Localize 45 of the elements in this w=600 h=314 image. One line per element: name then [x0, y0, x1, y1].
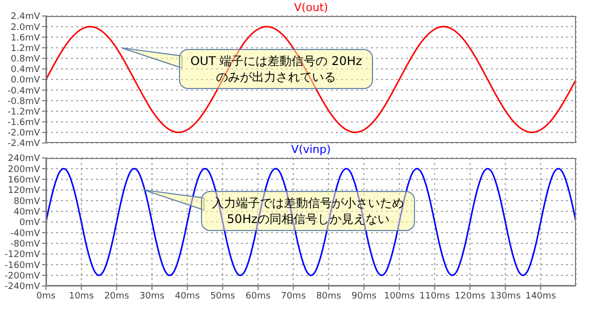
x-tick-label: 90ms	[352, 291, 377, 302]
y-tick-label: 1.6mV	[10, 33, 41, 44]
text: V(out)	[294, 1, 328, 14]
x-tick-label: 140ms	[525, 291, 556, 302]
y-tick-label: 240mV	[8, 154, 41, 164]
annotation: 入力端子では差動信号が小さいため 50Hzの同相信号しか見えない	[212, 195, 404, 227]
y-tick-label: 2.0mV	[10, 22, 41, 33]
x-tick-label: 130ms	[490, 291, 521, 302]
x-tick-label: 70ms	[280, 291, 306, 302]
y-tick-label: -40mV	[10, 228, 41, 239]
y-tick-label: -2.4mV	[8, 139, 41, 150]
y-tick-label: 200mV	[8, 164, 41, 175]
x-tick-label: 10ms	[68, 291, 94, 302]
x-tick-label: 40ms	[174, 291, 200, 302]
y-tick-label: 160mV	[8, 176, 41, 186]
x-tick-label: 110ms	[419, 291, 450, 302]
y-tick-label: -1.6mV	[8, 118, 41, 128]
x-tick-label: 50ms	[210, 291, 236, 302]
y-tick-label: 1.2mV	[10, 44, 41, 54]
series-label: V(vinp)	[291, 143, 331, 156]
y-tick-label: -80mV	[10, 240, 41, 250]
y-tick-label: -240mV	[4, 282, 41, 292]
x-tick-label: 60ms	[246, 291, 271, 302]
y-tick-label: 0.0mV	[10, 76, 41, 86]
y-tick-label: -160mV	[4, 260, 41, 271]
annotation: OUT 端子には差動信号の 20Hz のみが出力されている	[190, 52, 362, 85]
y-tick-label: 80mV	[14, 196, 41, 207]
y-tick-label: -1.2mV	[8, 107, 41, 118]
y-tick-label: 120mV	[8, 186, 41, 196]
x-tick-label: 120ms	[454, 291, 486, 302]
y-tick-label: -2.0mV	[8, 128, 41, 139]
y-tick-label: -0.8mV	[8, 96, 41, 107]
y-tick-label: 40mV	[14, 208, 41, 218]
y-tick-label: 2.4mV	[10, 12, 41, 22]
y-tick-label: -200mV	[4, 272, 41, 282]
y-tick-label: 0.4mV	[10, 65, 41, 76]
y-tick-label: 0mV	[19, 218, 41, 228]
x-tick-label: 0ms	[36, 291, 56, 302]
y-tick-label: -120mV	[4, 250, 41, 260]
x-tick-label: 30ms	[140, 291, 165, 302]
x-tick-label: 80ms	[316, 291, 342, 302]
y-tick-label: 0.8mV	[10, 54, 41, 65]
x-tick-label: 100ms	[384, 291, 415, 302]
x-tick-label: 20ms	[104, 291, 130, 302]
y-tick-label: -0.4mV	[8, 86, 41, 96]
